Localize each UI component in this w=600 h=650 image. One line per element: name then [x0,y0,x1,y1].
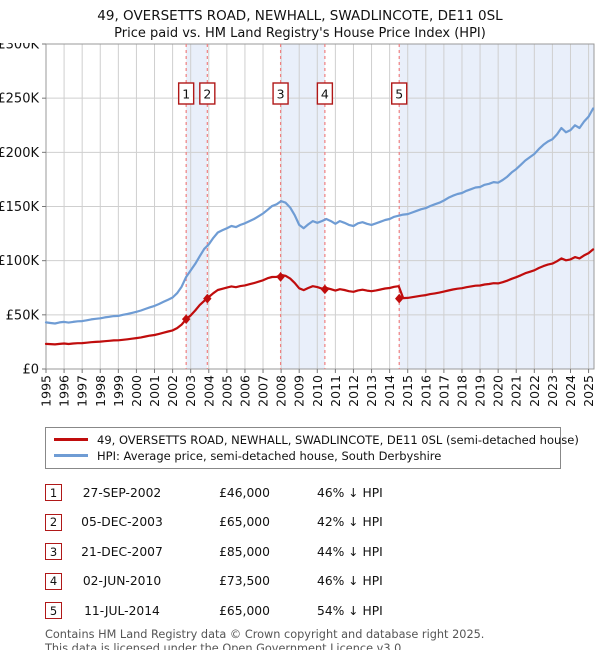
axis-ticks [42,43,590,373]
svg-text:£200K: £200K [0,146,39,161]
sale-vs-hpi: 42% ↓ HPI [317,515,383,530]
red-line-swatch [54,438,88,442]
footer-line: Contains HM Land Registry data © Crown c… [45,628,485,642]
svg-text:2023: 2023 [545,375,560,407]
table-row: 2 05-DEC-2003 £65,000 42% ↓ HPI [45,507,600,537]
table-row: 1 27-SEP-2002 £46,000 46% ↓ HPI [45,478,600,508]
svg-text:2011: 2011 [328,375,343,407]
price-chart: 1995 1996 1997 1998 1999 2000 2001 2002 2003 2004… [0,37,597,407]
svg-text:£100K: £100K [0,254,39,269]
svg-text:2008: 2008 [274,375,289,407]
sale-vs-hpi: 44% ↓ HPI [317,544,383,559]
svg-text:£250K: £250K [0,91,39,106]
sale-markers [181,271,404,324]
x-axis-labels: 1995 1996 1997 1998 1999 2000 2001 2002 2003 2004… [39,375,597,407]
svg-text:1998: 1998 [93,375,108,407]
svg-text:4: 4 [321,86,329,101]
blue-line-swatch [54,454,88,458]
sale-date: 21-DEC-2007 [81,544,163,559]
svg-text:2012: 2012 [346,375,361,407]
hpi-line [44,107,595,325]
sale-date: 05-DEC-2003 [81,515,163,530]
sale-date: 27-SEP-2002 [82,485,162,500]
sale-vs-hpi: 46% ↓ HPI [317,485,383,500]
svg-text:2019: 2019 [473,375,488,407]
svg-text:2016: 2016 [418,375,433,407]
footer-line: This data is licensed under the Open Gov… [45,641,405,650]
legend-label: 49, OVERSETTS ROAD, NEWHALL, SWADLINCOTE… [97,432,579,447]
chart-legend: 49, OVERSETTS ROAD, NEWHALL, SWADLINCOTE… [45,426,579,469]
svg-text:2022: 2022 [527,375,542,407]
svg-text:2014: 2014 [382,375,397,407]
svg-text:1995: 1995 [39,375,54,407]
svg-text:2002: 2002 [165,375,180,407]
price-paid-line [44,248,595,346]
legend-label: HPI: Average price, semi-detached house,… [97,448,442,463]
svg-text:2005: 2005 [219,375,234,407]
svg-text:2010: 2010 [310,375,325,407]
sale-price: £73,500 [219,574,270,589]
svg-text:5: 5 [395,86,403,101]
legend-entry-hpi: HPI: Average price, semi-detached house,… [54,448,552,464]
table-row: 5 11-JUL-2014 £65,000 54% ↓ HPI [45,596,600,626]
svg-text:2025: 2025 [581,375,596,407]
svg-text:2007: 2007 [256,375,271,407]
table-row: 3 21-DEC-2007 £85,000 44% ↓ HPI [45,537,600,567]
sale-date: 02-JUN-2010 [82,574,162,589]
page-title: 49, OVERSETTS ROAD, NEWHALL, SWADLINCOTE… [97,8,503,24]
svg-text:2024: 2024 [563,375,578,407]
svg-text:3: 3 [277,86,285,101]
page-subtitle: Price paid vs. HM Land Registry's House … [114,26,486,42]
sale-date: 11-JUL-2014 [84,603,160,618]
sale-number-badge: 4 [45,572,62,590]
svg-text:2004: 2004 [201,375,216,407]
legend-entry-property: 49, OVERSETTS ROAD, NEWHALL, SWADLINCOTE… [54,432,579,448]
svg-text:£50K: £50K [6,308,40,323]
svg-text:2020: 2020 [491,375,506,407]
svg-text:£0: £0 [22,362,39,377]
y-axis-labels: £0 £50K £100K £150K £200K £250K £300K [0,37,40,377]
svg-text:2006: 2006 [237,375,252,407]
sale-price: £46,000 [219,485,270,500]
svg-text:2000: 2000 [129,375,144,407]
svg-text:2003: 2003 [183,375,198,407]
svg-text:2017: 2017 [436,375,451,407]
sale-number-badge: 1 [45,484,62,502]
sales-table: 1 27-SEP-2002 £46,000 46% ↓ HPI 2 05-DEC… [45,478,600,626]
svg-text:2009: 2009 [292,375,307,407]
sale-vs-hpi: 54% ↓ HPI [317,603,383,618]
table-row: 4 02-JUN-2010 £73,500 46% ↓ HPI [45,566,600,596]
sale-number-badge: 5 [45,602,62,620]
svg-text:2013: 2013 [364,375,379,407]
chart-header: 49, OVERSETTS ROAD, NEWHALL, SWADLINCOTE… [0,7,600,43]
license-footer: Contains HM Land Registry data © Crown c… [45,628,600,650]
svg-text:2: 2 [203,86,211,101]
sale-vs-hpi: 46% ↓ HPI [317,574,383,589]
sale-price: £65,000 [219,515,270,530]
svg-text:1996: 1996 [57,375,72,407]
svg-text:1: 1 [182,86,190,101]
sale-price: £85,000 [219,544,270,559]
svg-text:2001: 2001 [147,375,162,407]
svg-text:£150K: £150K [0,200,39,215]
svg-text:£300K: £300K [0,43,39,53]
sale-price: £65,000 [219,603,270,618]
svg-text:2018: 2018 [454,375,469,407]
svg-text:2021: 2021 [509,375,524,407]
sale-number-badge: 3 [45,543,62,561]
sale-number-badge: 2 [45,513,62,531]
svg-text:1999: 1999 [111,375,126,407]
svg-text:2015: 2015 [400,375,415,407]
svg-text:1997: 1997 [75,375,90,407]
